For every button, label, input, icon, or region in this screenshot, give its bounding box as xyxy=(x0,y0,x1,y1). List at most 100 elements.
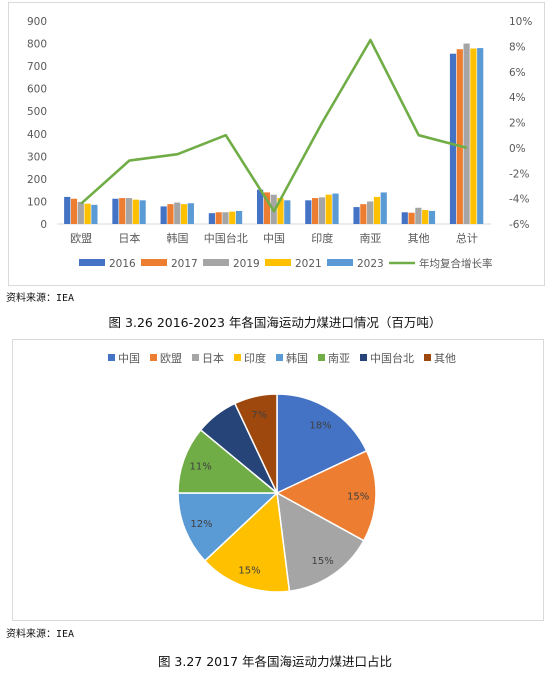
legend-label: 中国 xyxy=(118,352,140,365)
bar-2023 xyxy=(235,210,243,224)
legend-swatch xyxy=(234,354,241,361)
pie-data-label: 7% xyxy=(251,410,267,421)
bar-2019 xyxy=(367,201,374,224)
pie-slice-日本 xyxy=(276,491,365,593)
bar-2021 xyxy=(470,48,477,224)
x-tick-label: 总计 xyxy=(456,231,478,245)
pie-data-label: 15% xyxy=(312,556,334,567)
legend-label: 印度 xyxy=(244,351,266,365)
x-tick-label: 中国台北 xyxy=(204,231,248,245)
bar-2017 xyxy=(167,204,174,224)
y2-tick-label: 8% xyxy=(509,41,526,53)
bar-2023 xyxy=(380,192,387,224)
bar-2019 xyxy=(77,201,84,224)
bar-2021 xyxy=(84,203,91,224)
bar-2016 xyxy=(208,213,215,224)
legend-label: 欧盟 xyxy=(160,352,182,365)
legend-swatch-2023 xyxy=(327,259,353,266)
y2-tick-label: 0% xyxy=(509,143,526,155)
legend-label: 中国台北 xyxy=(370,351,414,365)
bar-2021 xyxy=(277,198,284,224)
legend-swatch-2016 xyxy=(79,259,105,266)
y-tick-label: 600 xyxy=(27,84,47,96)
bar-2023 xyxy=(187,203,194,224)
legend-swatch-2017 xyxy=(141,259,167,266)
y2-tick-label: 4% xyxy=(509,92,526,104)
y-tick-label: 500 xyxy=(27,106,47,118)
y-tick-label: 800 xyxy=(27,39,47,51)
bar-2021 xyxy=(422,210,429,224)
pie-slice-南亚 xyxy=(177,428,280,494)
bar-2016 xyxy=(160,206,167,224)
bar-2017 xyxy=(312,198,319,224)
legend-label: 韩国 xyxy=(286,351,308,365)
bar-2017 xyxy=(456,49,463,224)
bar-line-chart-container: 0 100 200 300 400 500 600 700 800 900 10% 8% 6% 4% 2% 0… xyxy=(8,2,545,286)
chart2-source: 资料来源：IEA xyxy=(6,629,75,640)
legend-label: 2023 xyxy=(357,258,384,270)
bar-2016 xyxy=(353,207,360,224)
pie-slice-其他 xyxy=(233,393,278,494)
bar-2021 xyxy=(180,204,188,224)
legend-label: 2021 xyxy=(295,258,322,270)
bar-2023 xyxy=(91,204,98,224)
legend-swatch xyxy=(318,354,325,361)
bar-2016 xyxy=(64,196,71,224)
bar-2017 xyxy=(215,212,222,224)
bar-2021 xyxy=(325,194,332,224)
bar-2019 xyxy=(415,207,422,224)
bar-2016 xyxy=(257,189,264,224)
legend-swatch-2021 xyxy=(265,259,291,266)
y-tick-label: 700 xyxy=(27,61,47,73)
chart1-caption: 图 3.26 2016-2023 年各国海运动力煤进口情况（百万吨） xyxy=(108,315,442,330)
growth-rate-line xyxy=(80,38,468,213)
pie-data-label: 15% xyxy=(347,492,369,503)
bar-2023 xyxy=(139,200,146,224)
bar-2019 xyxy=(125,198,133,224)
pie-chart: 中国 欧盟 日本 印度 韩国 南亚 中国台北 其他 18% 15% 15% 15% 12% 11% 7% xyxy=(108,351,456,593)
pie-slice-中国 xyxy=(276,393,368,495)
x-tick-label: 印度 xyxy=(311,231,333,245)
bar-2017 xyxy=(119,198,126,224)
legend-label: 南亚 xyxy=(328,352,350,365)
pie-slice-印度 xyxy=(203,491,291,593)
bar-2023 xyxy=(284,200,291,224)
legend-swatch xyxy=(276,354,283,361)
legend-label: 其他 xyxy=(434,352,456,365)
bar-2016 xyxy=(401,212,408,224)
bar-2021 xyxy=(229,211,236,224)
bar-2023 xyxy=(477,48,484,224)
x-tick-label: 其他 xyxy=(408,232,430,245)
bar-2016 xyxy=(449,53,457,225)
legend-swatch xyxy=(360,354,367,361)
x-tick-label: 中国 xyxy=(263,232,285,245)
chart2-caption: 图 3.27 2017 年各国海运动力煤进口占比 xyxy=(157,654,393,669)
legend-label: 2017 xyxy=(171,258,198,270)
bar-2016 xyxy=(112,198,119,224)
x-tick-label: 日本 xyxy=(118,231,140,245)
bar-2021 xyxy=(132,199,139,224)
y-tick-label: 100 xyxy=(27,196,47,208)
pie-slice-韩国 xyxy=(177,492,279,562)
bar-2017 xyxy=(408,212,415,224)
pie-data-label: 12% xyxy=(190,519,212,530)
legend-swatch-2019 xyxy=(203,259,229,266)
pie-data-label: 15% xyxy=(238,565,260,576)
bar-2023 xyxy=(428,210,436,224)
pie-data-label: 18% xyxy=(309,420,331,431)
legend-swatch xyxy=(192,354,199,361)
y2-tick-label: -6% xyxy=(509,219,529,231)
y-tick-label: 300 xyxy=(27,151,47,163)
pie-data-label: 11% xyxy=(190,462,212,473)
x-tick-label: 欧盟 xyxy=(70,232,92,245)
x-tick-label: 南亚 xyxy=(359,232,381,245)
bar-2021 xyxy=(373,196,381,224)
bar-2019 xyxy=(463,43,470,224)
y-tick-label: 900 xyxy=(27,16,47,28)
bar-2019 xyxy=(222,212,229,224)
bar-2017 xyxy=(360,204,367,224)
y2-tick-label: 10% xyxy=(509,16,532,28)
y-tick-label: 200 xyxy=(27,174,47,186)
bar-2016 xyxy=(305,200,312,224)
pie-chart-container: 中国 欧盟 日本 印度 韩国 南亚 中国台北 其他 18% 15% 15% 15% 12% 11% 7% xyxy=(12,339,544,621)
